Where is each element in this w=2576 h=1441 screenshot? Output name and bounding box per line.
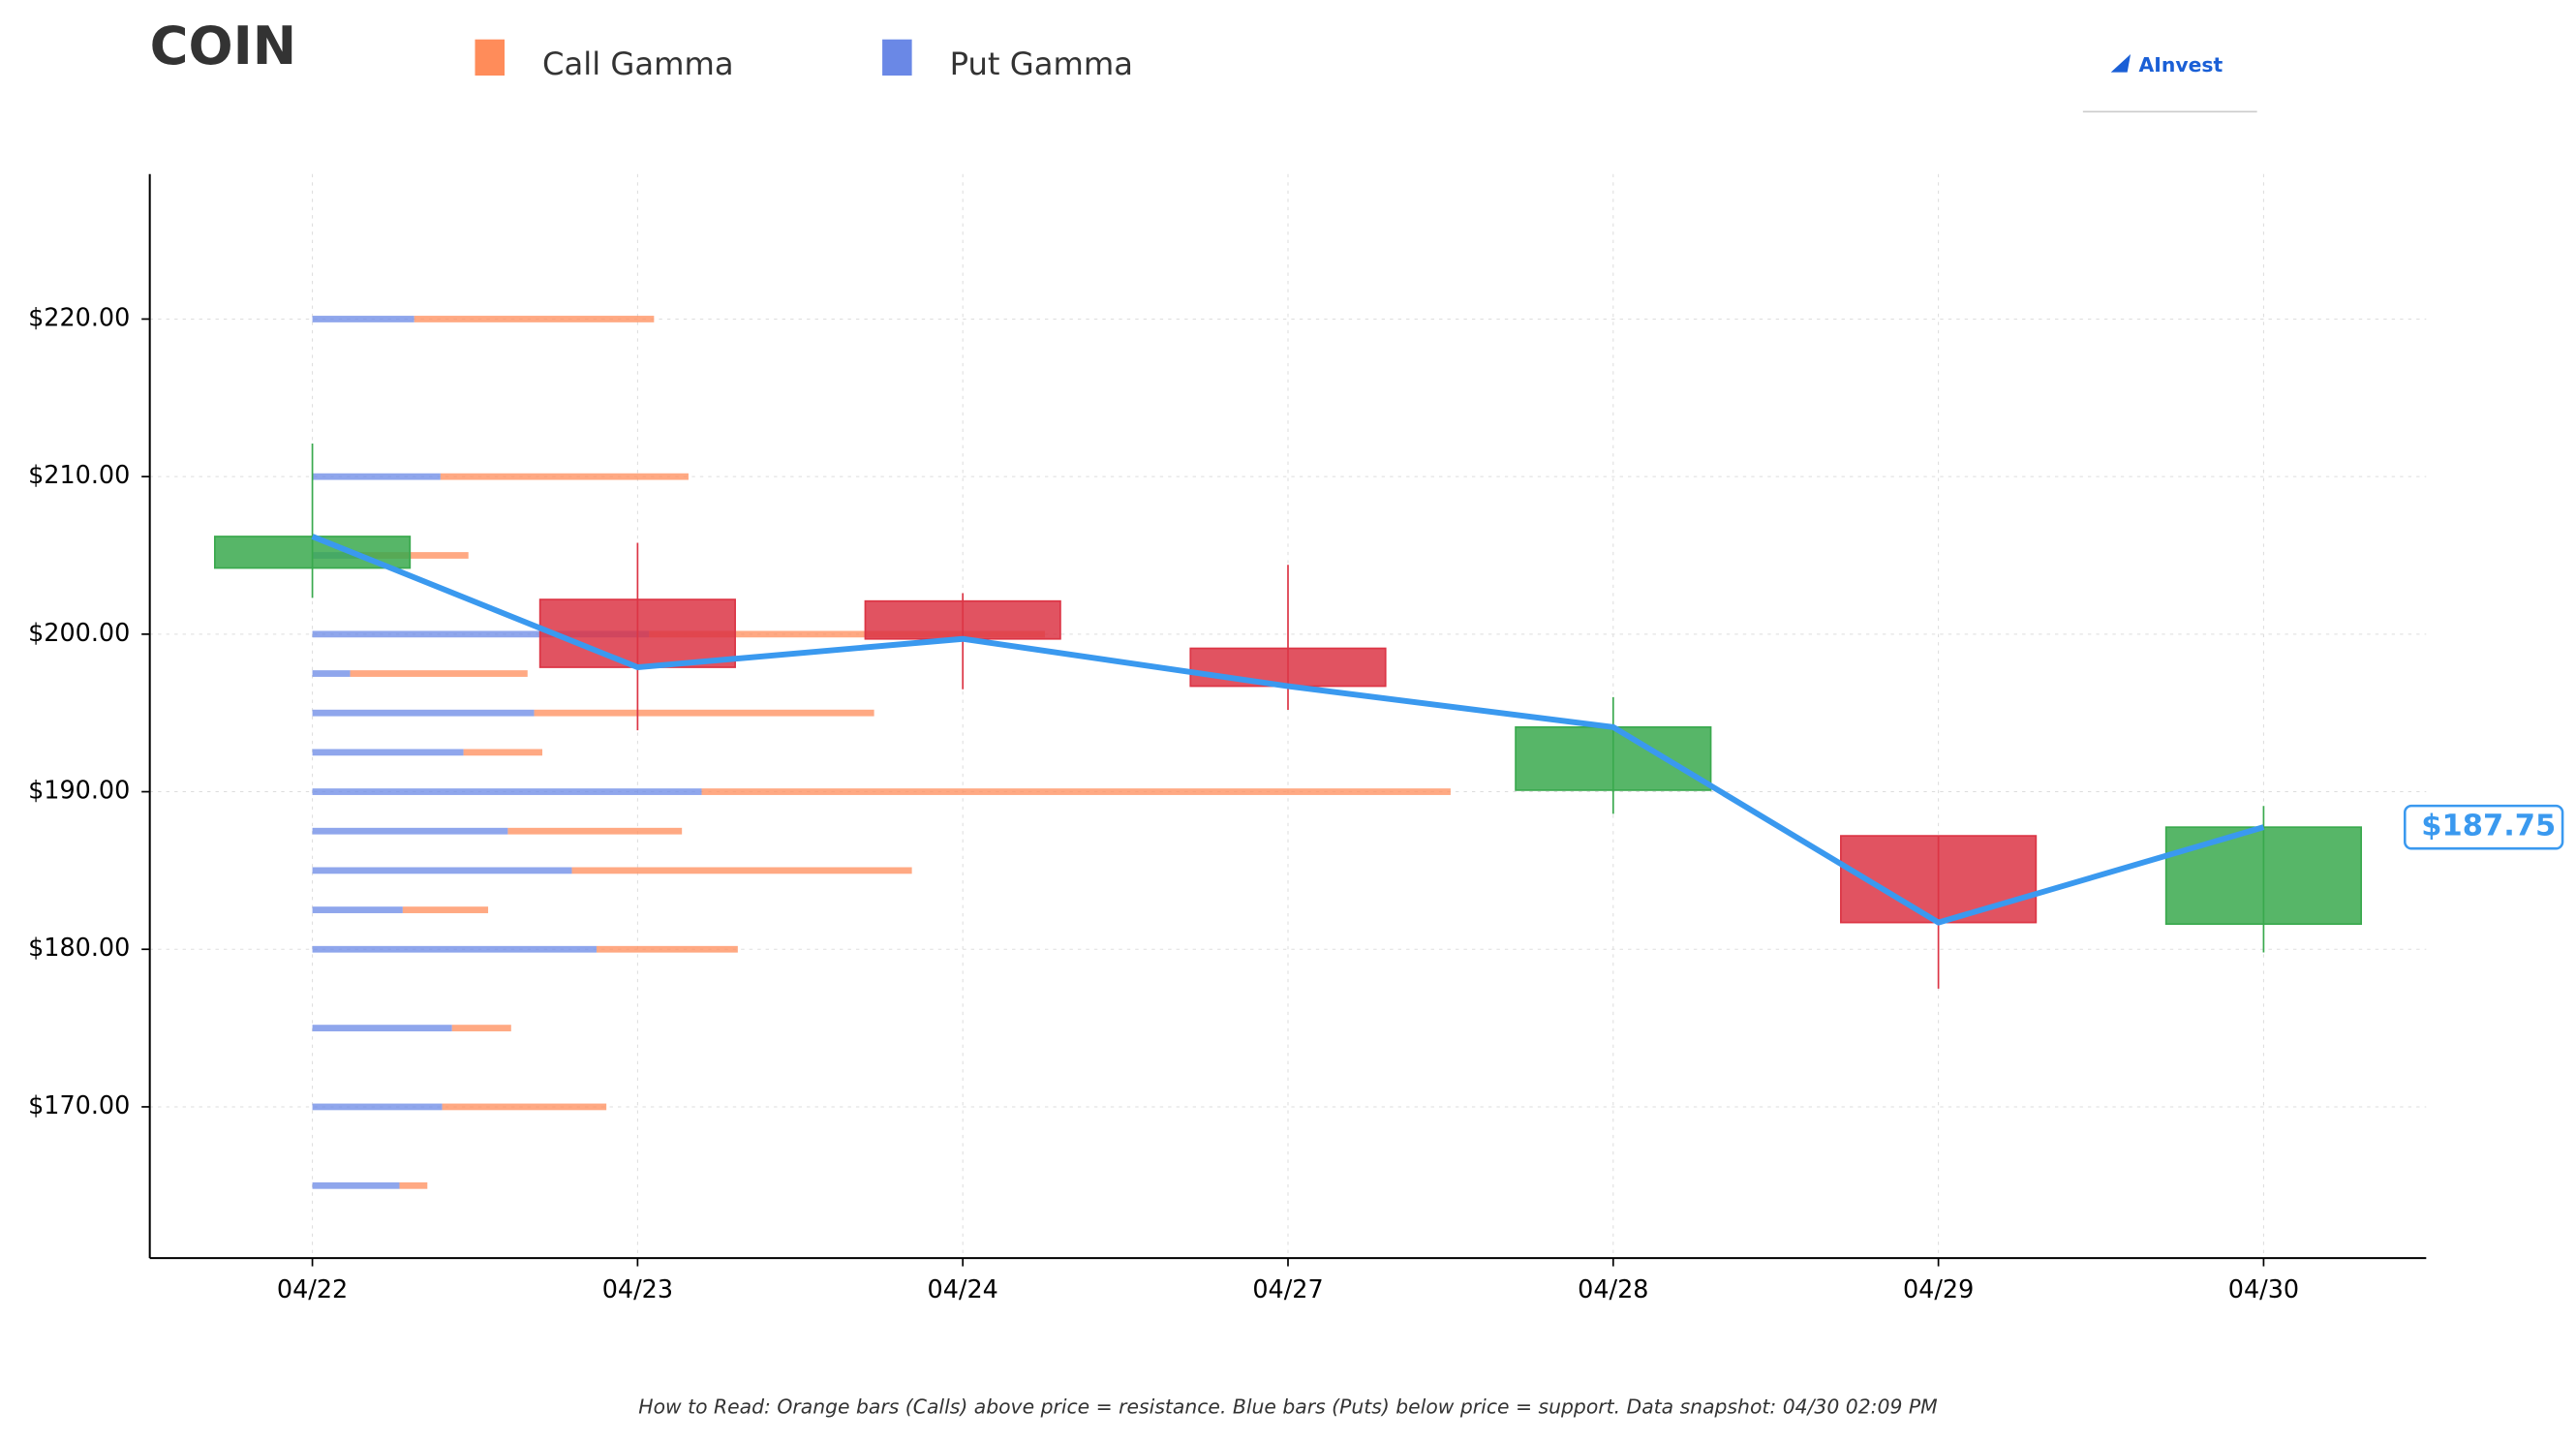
x-tick-label: 04/24	[928, 1274, 998, 1303]
x-tick-label: 04/27	[1252, 1274, 1323, 1303]
gamma-bar	[463, 749, 543, 756]
price-label: $187.75	[2421, 810, 2556, 843]
x-tick-label: 04/23	[602, 1274, 673, 1303]
gamma-bar	[312, 316, 414, 322]
gamma-bar	[399, 1181, 428, 1189]
gamma-bar	[312, 827, 508, 835]
gamma-bar	[571, 867, 912, 874]
gamma-bar	[312, 630, 650, 638]
gamma-bar	[312, 749, 464, 756]
y-tick-label: $190.00	[28, 776, 130, 805]
gamma-bar	[312, 788, 702, 795]
y-tick-label: $220.00	[28, 302, 130, 331]
x-tick-label: 04/29	[1903, 1274, 1974, 1303]
y-tick-label: $170.00	[28, 1090, 130, 1119]
chart-title: COIN	[150, 15, 297, 77]
gamma-bar	[507, 827, 683, 835]
legend-swatch	[475, 39, 506, 77]
legend-label: Call Gamma	[542, 46, 734, 82]
candle-body	[864, 599, 1061, 640]
gamma-bar	[440, 473, 689, 480]
y-tick-label: $210.00	[28, 460, 130, 489]
candle-body	[2164, 826, 2363, 926]
legend-swatch	[882, 39, 912, 77]
price-label-box	[2404, 804, 2564, 850]
gamma-bar	[312, 709, 535, 717]
gamma-bar	[350, 670, 528, 677]
gamma-bar	[701, 788, 1451, 795]
gamma-bar	[361, 552, 469, 559]
y-tick-label: $180.00	[28, 933, 130, 962]
gamma-bar	[312, 867, 572, 874]
footnote: How to Read: Orange bars (Calls) above p…	[638, 1395, 1937, 1418]
logo: AInvest	[2139, 53, 2223, 77]
close-line	[311, 534, 2265, 926]
x-tick-label: 04/28	[1578, 1274, 1648, 1303]
gamma-bar	[312, 473, 441, 480]
candle-body	[1515, 725, 1712, 791]
gamma-bar	[534, 709, 874, 717]
gamma-bar	[312, 1025, 452, 1031]
gamma-bar	[442, 1103, 607, 1111]
logo-icon	[2110, 53, 2131, 73]
gamma-bar	[312, 945, 597, 953]
gamma-bar	[312, 1103, 443, 1111]
candle-body	[1840, 835, 2038, 924]
y-tick-label: $200.00	[28, 618, 130, 647]
gamma-bar	[451, 1025, 511, 1031]
x-tick-label: 04/22	[277, 1274, 348, 1303]
gamma-bar	[312, 906, 403, 913]
gamma-bar	[402, 906, 489, 913]
gamma-bar	[414, 316, 655, 322]
candle-body	[1189, 647, 1387, 688]
gamma-bar	[312, 670, 351, 677]
gamma-bar	[596, 945, 738, 953]
legend-label: Put Gamma	[950, 46, 1133, 82]
gamma-bar	[312, 1181, 400, 1189]
x-tick-label: 04/30	[2228, 1274, 2299, 1303]
candle-body	[538, 598, 736, 668]
gamma-bar	[649, 630, 1045, 638]
